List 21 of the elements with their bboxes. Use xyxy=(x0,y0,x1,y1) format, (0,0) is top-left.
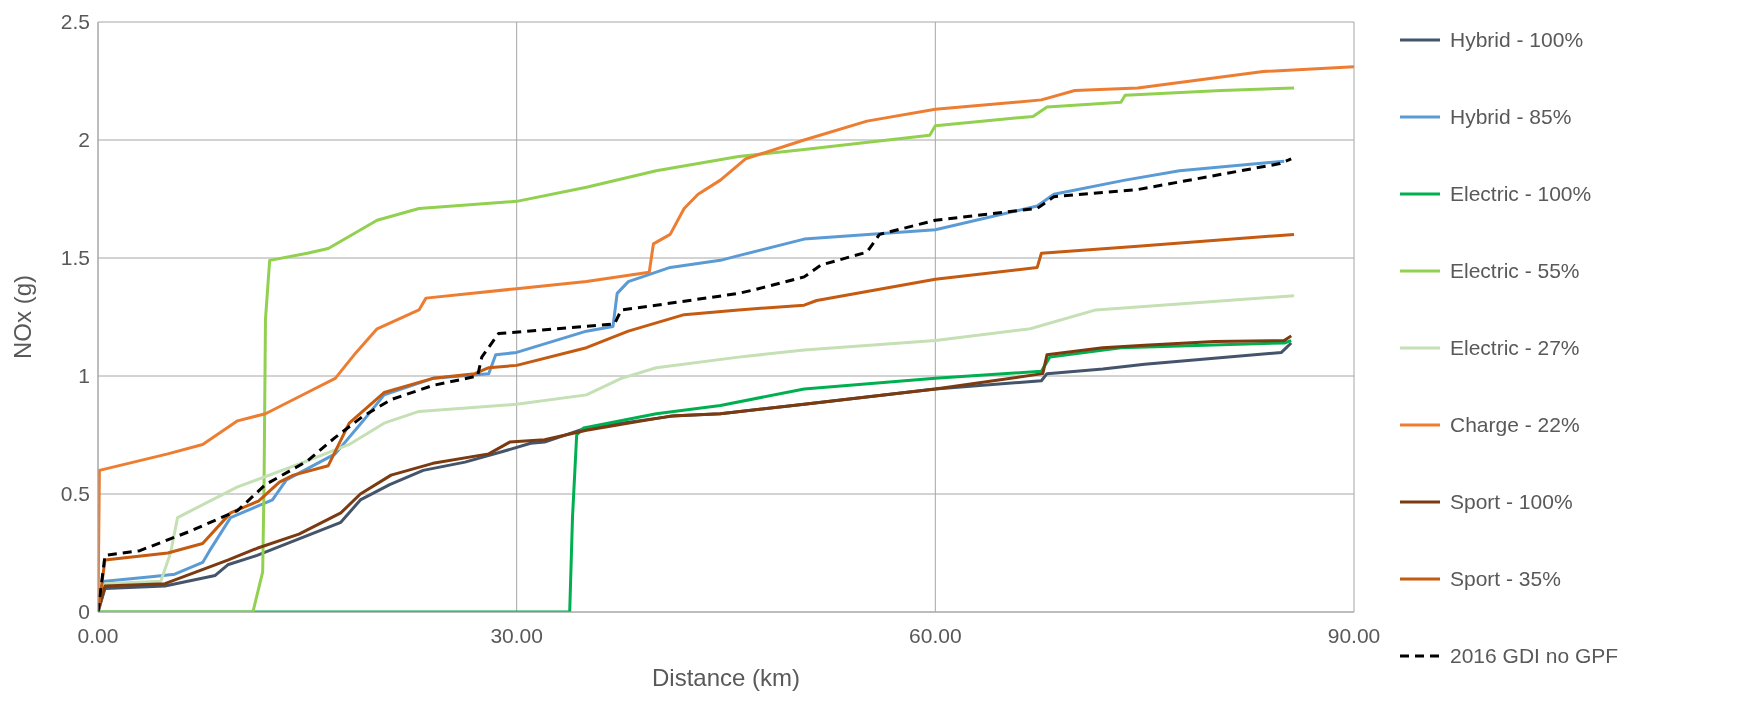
legend-label: Sport - 35% xyxy=(1450,567,1561,591)
x-tick-label: 30.00 xyxy=(490,623,543,647)
legend-label: Sport - 100% xyxy=(1450,490,1573,514)
legend-label: Electric - 100% xyxy=(1450,182,1592,206)
y-tick-label: 0.5 xyxy=(60,482,90,506)
y-axis-title: NOx (g) xyxy=(8,275,36,359)
x-tick-label: 0.00 xyxy=(77,623,119,647)
legend-label: Electric - 27% xyxy=(1450,336,1580,360)
legend-label: Electric - 55% xyxy=(1450,259,1580,283)
legend-label: Charge - 22% xyxy=(1450,413,1580,437)
y-tick-label: 1.5 xyxy=(60,246,90,270)
y-tick-label: 1 xyxy=(78,364,90,388)
legend-label: Hybrid - 100% xyxy=(1450,28,1584,52)
legend-label: Hybrid - 85% xyxy=(1450,105,1572,129)
x-tick-label: 90.00 xyxy=(1327,623,1381,647)
y-tick-label: 2.5 xyxy=(60,10,90,34)
x-axis-title: Distance (km) xyxy=(651,664,801,691)
y-tick-label: 0 xyxy=(78,600,90,624)
legend-label: 2016 GDI no GPF xyxy=(1450,644,1619,668)
x-tick-label: 60.00 xyxy=(909,623,962,647)
y-tick-label: 2 xyxy=(78,128,90,152)
